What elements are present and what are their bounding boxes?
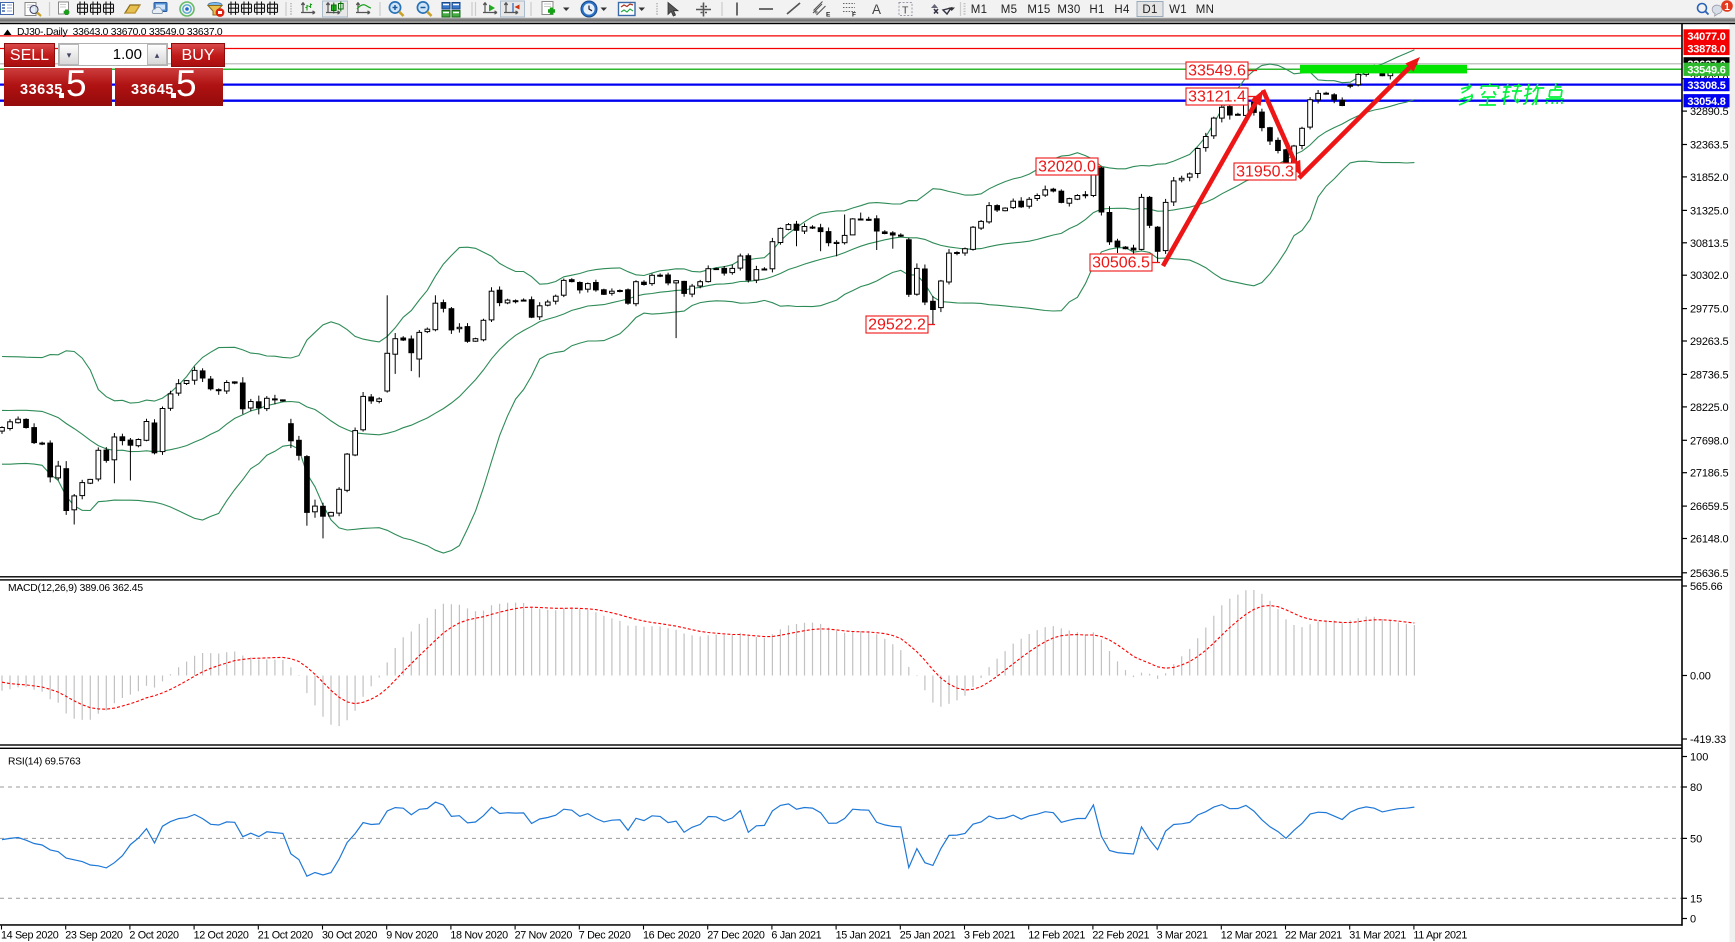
- svg-text:33121.4: 33121.4: [1188, 89, 1246, 106]
- svg-text:2 Oct 2020: 2 Oct 2020: [129, 929, 179, 941]
- svg-text:32363.5: 32363.5: [1690, 140, 1728, 152]
- svg-text:33549.6: 33549.6: [1687, 65, 1725, 77]
- svg-text:M15: M15: [1027, 4, 1050, 16]
- svg-text:28225.0: 28225.0: [1690, 402, 1728, 414]
- svg-text:31852.0: 31852.0: [1690, 172, 1728, 184]
- svg-text:28736.5: 28736.5: [1690, 369, 1728, 381]
- svg-text:29263.5: 29263.5: [1690, 336, 1728, 348]
- svg-text:RSI(14) 69.5763: RSI(14) 69.5763: [8, 757, 81, 768]
- svg-text:W1: W1: [1169, 4, 1187, 16]
- svg-text:34077.0: 34077.0: [1687, 31, 1725, 43]
- svg-text:11 Apr 2021: 11 Apr 2021: [1413, 929, 1467, 941]
- svg-text:32890.5: 32890.5: [1690, 106, 1728, 118]
- svg-text:15: 15: [1690, 893, 1702, 905]
- svg-text:31325.0: 31325.0: [1690, 205, 1728, 217]
- svg-text:M1: M1: [971, 4, 988, 16]
- svg-text:26659.5: 26659.5: [1690, 501, 1728, 513]
- svg-text:100: 100: [1690, 752, 1708, 764]
- svg-text:F: F: [852, 12, 856, 19]
- svg-text:30302.0: 30302.0: [1690, 270, 1728, 282]
- svg-text:30506.5: 30506.5: [1092, 255, 1150, 272]
- svg-text:3 Feb 2021: 3 Feb 2021: [964, 929, 1015, 941]
- svg-text:0.00: 0.00: [1690, 671, 1711, 683]
- svg-text:MN: MN: [1196, 4, 1215, 16]
- svg-text:M5: M5: [1001, 4, 1018, 16]
- svg-text:H1: H1: [1089, 4, 1104, 16]
- svg-text:DJ30-.Daily 33643.0 33670.0 3: DJ30-.Daily 33643.0 33670.0 33549.0 3363…: [17, 27, 223, 38]
- svg-text:MACD(12,26,9) 389.06 362.45: MACD(12,26,9) 389.06 362.45: [8, 583, 143, 594]
- svg-text:12 Mar 2021: 12 Mar 2021: [1221, 929, 1278, 941]
- svg-text:565.66: 565.66: [1690, 581, 1723, 593]
- svg-text:9 Nov 2020: 9 Nov 2020: [386, 929, 438, 941]
- svg-text:30 Oct 2020: 30 Oct 2020: [322, 929, 377, 941]
- svg-text:22 Mar 2021: 22 Mar 2021: [1285, 929, 1342, 941]
- svg-text:18 Nov 2020: 18 Nov 2020: [450, 929, 508, 941]
- svg-text:0: 0: [1690, 914, 1696, 926]
- svg-text:D1: D1: [1142, 4, 1157, 16]
- svg-text:29775.0: 29775.0: [1690, 304, 1728, 316]
- svg-text:25636.5: 25636.5: [1690, 568, 1728, 580]
- svg-text:23 Sep 2020: 23 Sep 2020: [65, 929, 123, 941]
- svg-text:6 Jan 2021: 6 Jan 2021: [771, 929, 821, 941]
- svg-text:14 Sep 2020: 14 Sep 2020: [1, 929, 59, 941]
- svg-text:3 Mar 2021: 3 Mar 2021: [1157, 929, 1208, 941]
- svg-text:27 Dec 2020: 27 Dec 2020: [707, 929, 765, 941]
- svg-text:27 Nov 2020: 27 Nov 2020: [515, 929, 573, 941]
- svg-text:15 Jan 2021: 15 Jan 2021: [836, 929, 892, 941]
- svg-text:12 Oct 2020: 12 Oct 2020: [194, 929, 249, 941]
- svg-text:7 Dec 2020: 7 Dec 2020: [579, 929, 631, 941]
- svg-text:32020.0: 32020.0: [1038, 159, 1096, 176]
- svg-text:H4: H4: [1114, 4, 1130, 16]
- svg-text:22 Feb 2021: 22 Feb 2021: [1092, 929, 1149, 941]
- svg-text:31 Mar 2021: 31 Mar 2021: [1349, 929, 1406, 941]
- svg-text:21 Oct 2020: 21 Oct 2020: [258, 929, 313, 941]
- svg-text:12 Feb 2021: 12 Feb 2021: [1028, 929, 1085, 941]
- svg-text:26148.0: 26148.0: [1690, 534, 1728, 546]
- svg-text:80: 80: [1690, 782, 1702, 794]
- svg-text:33308.5: 33308.5: [1687, 80, 1725, 92]
- svg-text:-419.33: -419.33: [1690, 734, 1726, 746]
- svg-text:25 Jan 2021: 25 Jan 2021: [900, 929, 956, 941]
- svg-text:33549.6: 33549.6: [1188, 63, 1246, 80]
- svg-text:T: T: [902, 5, 909, 17]
- svg-text:33054.8: 33054.8: [1687, 96, 1725, 108]
- svg-text:A: A: [872, 2, 881, 17]
- svg-text:31950.3: 31950.3: [1236, 164, 1294, 181]
- svg-text:33878.0: 33878.0: [1687, 44, 1725, 56]
- svg-text:50: 50: [1690, 833, 1702, 845]
- svg-text:E: E: [826, 12, 831, 19]
- svg-text:M30: M30: [1057, 4, 1080, 16]
- svg-text:29522.2: 29522.2: [868, 317, 926, 334]
- svg-text:1: 1: [1724, 2, 1730, 13]
- svg-text:30813.5: 30813.5: [1690, 238, 1728, 250]
- svg-text:27698.0: 27698.0: [1690, 435, 1728, 447]
- svg-text:16 Dec 2020: 16 Dec 2020: [643, 929, 701, 941]
- svg-text:27186.5: 27186.5: [1690, 468, 1728, 480]
